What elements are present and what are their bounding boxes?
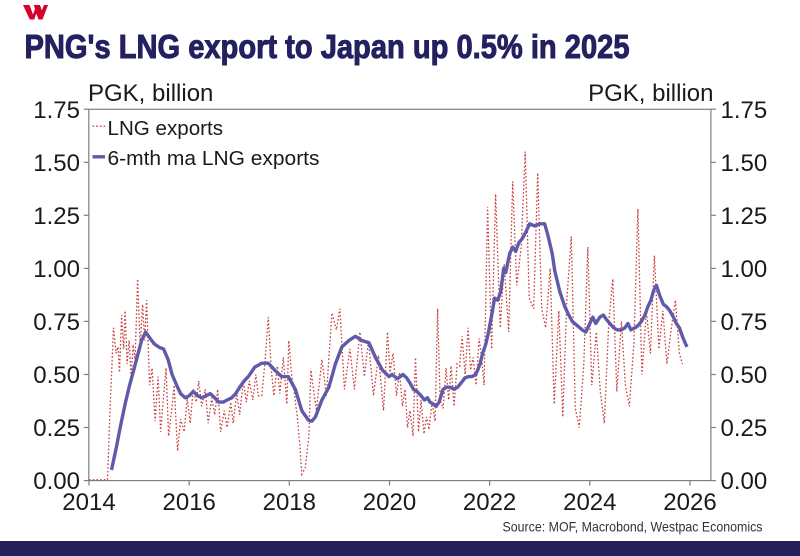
svg-text:1.00: 1.00 bbox=[33, 256, 80, 283]
svg-text:PGK, billion: PGK, billion bbox=[88, 80, 213, 107]
svg-text:1.25: 1.25 bbox=[721, 203, 768, 230]
svg-text:0.75: 0.75 bbox=[721, 309, 768, 336]
svg-text:2014: 2014 bbox=[62, 489, 115, 516]
svg-text:1.75: 1.75 bbox=[721, 97, 768, 124]
svg-text:0.00: 0.00 bbox=[721, 468, 768, 495]
svg-text:2020: 2020 bbox=[363, 489, 416, 516]
svg-text:PNG's LNG export to Japan up 0: PNG's LNG export to Japan up 0.5% in 202… bbox=[25, 29, 630, 66]
svg-text:PGK, billion: PGK, billion bbox=[588, 80, 713, 107]
svg-text:0.75: 0.75 bbox=[33, 309, 80, 336]
svg-text:0.00: 0.00 bbox=[33, 468, 80, 495]
svg-text:2016: 2016 bbox=[163, 489, 216, 516]
svg-text:0.25: 0.25 bbox=[33, 415, 80, 442]
svg-text:Source: MOF, Macrobond, Westpa: Source: MOF, Macrobond, Westpac Economic… bbox=[503, 519, 763, 535]
svg-text:2026: 2026 bbox=[663, 489, 716, 516]
svg-text:0.25: 0.25 bbox=[721, 415, 768, 442]
svg-text:0.50: 0.50 bbox=[721, 362, 768, 389]
svg-text:1.75: 1.75 bbox=[33, 97, 80, 124]
svg-text:2018: 2018 bbox=[263, 489, 316, 516]
svg-text:6-mth ma LNG exports: 6-mth ma LNG exports bbox=[108, 148, 320, 170]
svg-text:LNG exports: LNG exports bbox=[108, 118, 224, 140]
svg-text:1.25: 1.25 bbox=[33, 203, 80, 230]
svg-text:1.00: 1.00 bbox=[721, 256, 768, 283]
svg-text:1.50: 1.50 bbox=[721, 150, 768, 177]
svg-text:2024: 2024 bbox=[563, 489, 616, 516]
svg-text:0.50: 0.50 bbox=[33, 362, 80, 389]
svg-text:2022: 2022 bbox=[463, 489, 516, 516]
svg-text:1.50: 1.50 bbox=[33, 150, 80, 177]
